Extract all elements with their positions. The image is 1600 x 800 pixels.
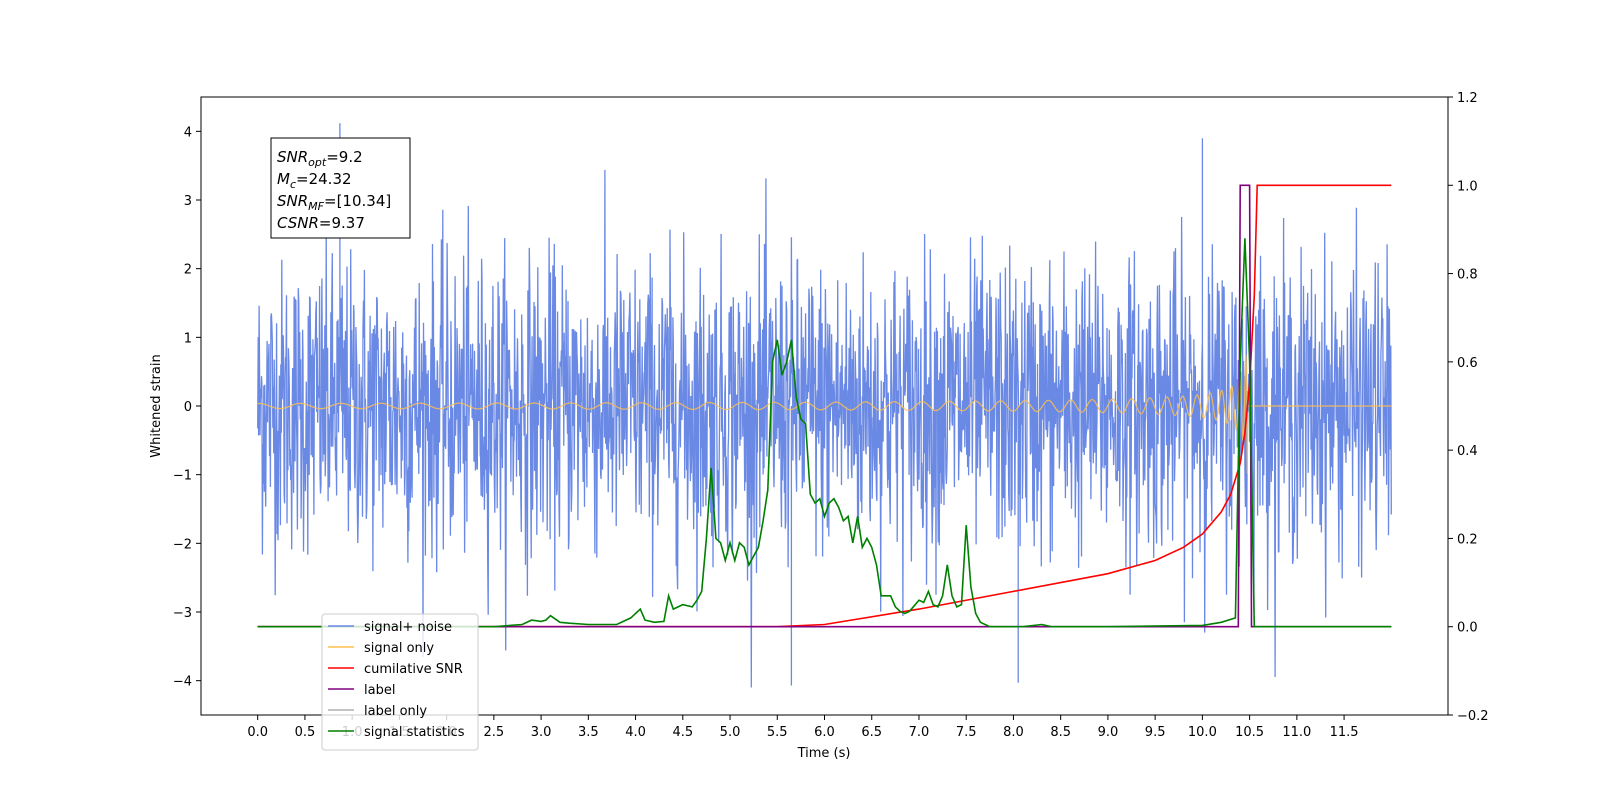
y-tick-label: −4: [173, 675, 192, 690]
y-tick-label: 4: [184, 125, 192, 140]
info-line-symbol: SNR: [277, 148, 308, 166]
y2-tick-label: 0.4: [1457, 444, 1478, 459]
y-tick-label: 2: [184, 263, 192, 278]
x-tick-label: 6.0: [814, 725, 835, 740]
y-tick-label: 3: [184, 194, 192, 209]
info-line-subscript: MF: [308, 200, 324, 213]
info-line-subscript: opt: [308, 156, 327, 169]
legend: signal+ noise signal only cumilative SNR la…: [321, 613, 479, 751]
x-tick-label: 5.5: [767, 725, 788, 740]
info-box-frame: [270, 137, 411, 239]
x-tick-label: 4.0: [625, 725, 646, 740]
y2-tick-label: 0.2: [1457, 532, 1478, 547]
y-tick-label: −1: [173, 469, 192, 484]
x-tick-label: 5.0: [720, 725, 741, 740]
y2-tick-label: −0.2: [1457, 709, 1489, 724]
series-signal-only-line: [257, 354, 1392, 474]
x-tick-label: 10.5: [1235, 725, 1264, 740]
info-line-subscript: c: [290, 178, 296, 191]
x-tick-label: 7.0: [909, 725, 930, 740]
info-line-symbol: M: [277, 170, 290, 188]
x-tick-label: 10.0: [1188, 725, 1217, 740]
y2-tick-label: 1.2: [1457, 91, 1478, 106]
y-tick-label: −3: [173, 606, 192, 621]
info-line-symbol: CSNR: [277, 214, 319, 232]
x-axis-label: Time (s): [797, 746, 851, 761]
info-line-value: =24.32: [296, 170, 352, 188]
x-tick-label: 8.0: [1003, 725, 1024, 740]
x-tick-label: 3.0: [531, 725, 552, 740]
x-tick-label: 11.0: [1282, 725, 1311, 740]
info-line: CSNR=9.37: [277, 214, 365, 232]
x-tick-label: 6.5: [861, 725, 882, 740]
y-tick-label: −2: [173, 537, 192, 552]
y2-tick-label: 0.0: [1457, 621, 1478, 636]
legend-label: cumilative SNR: [364, 662, 463, 677]
x-tick-label: 7.5: [956, 725, 977, 740]
x-tick-label: 8.5: [1050, 725, 1071, 740]
series-cumilative-snr-line: [257, 184, 1392, 628]
legend-label: signal+ noise: [364, 620, 452, 635]
series-signal-statistics-line: [257, 238, 1392, 628]
info-line-value: =[10.34]: [324, 192, 391, 210]
legend-label: label: [364, 683, 395, 698]
legend-label: signal only: [364, 641, 434, 656]
y2-tick-label: 1.0: [1457, 179, 1478, 194]
x-tick-label: 3.5: [578, 725, 599, 740]
x-tick-label: 0.5: [295, 725, 316, 740]
x-tick-label: 4.5: [672, 725, 693, 740]
info-line-symbol: SNR: [277, 192, 308, 210]
info-line: SNRopt=9.2: [277, 148, 363, 169]
x-tick-label: 9.0: [1098, 725, 1119, 740]
legend-label: label only: [364, 704, 427, 719]
y-tick-label: 1: [184, 331, 192, 346]
x-tick-label: 11.5: [1330, 725, 1359, 740]
legend-label: signal statistics: [364, 725, 465, 740]
y-tick-label: 0: [184, 400, 192, 415]
info-line-value: =9.2: [326, 148, 362, 166]
info-line: SNRMF=[10.34]: [277, 192, 391, 213]
legend-frame: [321, 613, 479, 751]
y2-tick-label: 0.8: [1457, 268, 1478, 283]
info-line-value: =9.37: [319, 214, 365, 232]
y-axis-label: Whitened strain: [149, 354, 164, 457]
x-tick-label: 0.0: [247, 725, 268, 740]
x-tick-label: 9.5: [1145, 725, 1166, 740]
y2-tick-label: 0.6: [1457, 356, 1478, 371]
info-line: Mc=24.32: [277, 170, 352, 191]
plot-area: [257, 123, 1392, 688]
x-tick-label: 2.5: [484, 725, 505, 740]
series-signal-noise-line: [257, 123, 1392, 688]
